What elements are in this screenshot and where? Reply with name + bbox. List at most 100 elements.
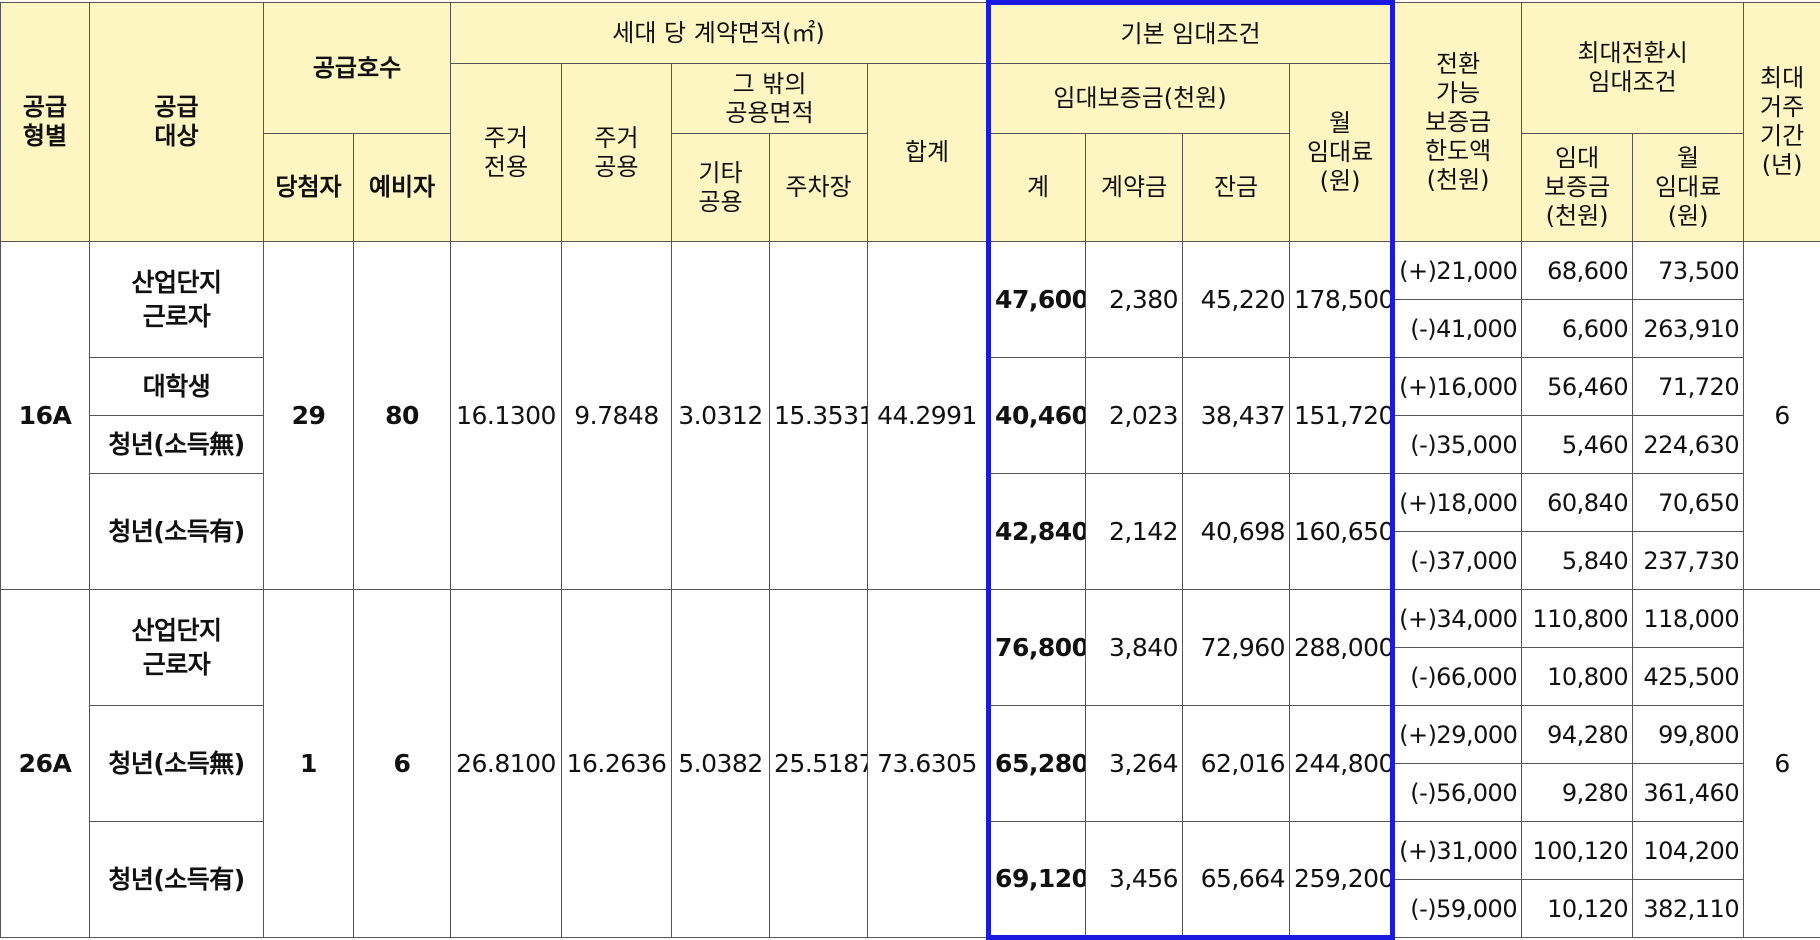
cell-max-conversion-deposit: 68,600	[1521, 241, 1634, 300]
cell-max-conversion-rent: 99,800	[1632, 705, 1745, 764]
header-max-conversion-group: 최대전환시 임대조건	[1521, 2, 1745, 134]
cell-deposit-contract: 2,142	[1085, 473, 1184, 590]
cell-reserves: 6	[352, 589, 452, 938]
cell-supply-target: 청년(소득無)	[89, 705, 264, 822]
header-other-common-group: 그 밖의 공용면적	[671, 63, 869, 134]
header-conversion-limit: 전환 가능 보증금 한도액 (천원)	[1392, 2, 1523, 242]
table-row: 청년(소득有) 69,120 3,456 65,664 259,200 (+)31,000…	[1, 821, 1820, 940]
header-area-total: 합계	[867, 63, 990, 242]
header-supply-units: 공급호수	[262, 2, 452, 134]
header-other-common: 기타 공용	[671, 133, 771, 242]
cell-conversion-limit: (-)66,000	[1392, 647, 1523, 706]
cell-deposit-total: 40,460	[986, 357, 1087, 474]
header-max-conversion-rent: 월 임대료 (원)	[1632, 133, 1745, 242]
cell-monthly-rent: 244,800	[1289, 705, 1396, 822]
cell-parking: 15.3531	[769, 241, 869, 590]
cell-max-conversion-deposit: 10,120	[1521, 879, 1634, 938]
cell-max-conversion-deposit: 9,280	[1521, 763, 1634, 822]
cell-max-conversion-rent: 382,110	[1632, 879, 1745, 938]
cell-parking: 25.5187	[769, 589, 869, 938]
cell-max-conversion-deposit: 5,840	[1521, 531, 1634, 590]
cell-monthly-rent: 178,500	[1289, 241, 1396, 358]
cell-monthly-rent: 288,000	[1289, 589, 1396, 706]
cell-monthly-rent: 160,650	[1289, 473, 1396, 590]
header-deposit-contract: 계약금	[1085, 133, 1184, 242]
cell-deposit-total: 69,120	[986, 821, 1087, 940]
cell-winners: 29	[263, 241, 354, 590]
cell-conversion-limit: (-)41,000	[1392, 299, 1523, 358]
cell-max-conversion-deposit: 60,840	[1521, 473, 1634, 532]
header-parking: 주차장	[769, 133, 869, 242]
cell-conversion-limit: (+)34,000	[1392, 589, 1523, 648]
cell-conversion-limit: (+)31,000	[1392, 821, 1523, 880]
cell-deposit-contract: 3,456	[1085, 821, 1184, 940]
cell-max-conversion-rent: 104,200	[1632, 821, 1745, 880]
cell-conversion-limit: (+)16,000	[1392, 357, 1523, 416]
cell-max-conversion-rent: 71,720	[1632, 357, 1745, 416]
cell-conversion-limit: (-)37,000	[1392, 531, 1523, 590]
cell-deposit-total: 76,800	[986, 589, 1087, 706]
cell-deposit-total: 42,840	[986, 473, 1087, 590]
table-row: (-)41,000 6,600 263,910	[1, 299, 1820, 358]
cell-reserves: 80	[352, 241, 452, 590]
cell-supply-target: 산업단지 근로자	[89, 589, 264, 706]
cell-deposit-balance: 40,698	[1182, 473, 1291, 590]
cell-supply-type: 16A	[0, 241, 90, 590]
cell-max-conversion-deposit: 5,460	[1521, 415, 1634, 474]
cell-max-conversion-deposit: 110,800	[1521, 589, 1634, 648]
cell-supply-target: 청년(소득有)	[89, 473, 264, 590]
cell-max-conversion-rent: 73,500	[1632, 241, 1745, 300]
table-row: (-)56,000 9,280 361,460	[1, 763, 1820, 822]
header-residential-common: 주거 공용	[561, 63, 673, 242]
cell-deposit-balance: 65,664	[1182, 821, 1291, 940]
cell-supply-target: 청년(소득無)	[89, 415, 264, 474]
cell-conversion-limit: (-)35,000	[1392, 415, 1523, 474]
cell-supply-type: 26A	[0, 589, 90, 938]
cell-max-conversion-rent: 118,000	[1632, 589, 1745, 648]
cell-max-conversion-rent: 224,630	[1632, 415, 1745, 474]
cell-max-conversion-deposit: 100,120	[1521, 821, 1634, 880]
table-row: 청년(소득有) 42,840 2,142 40,698 160,650 (+)18,000…	[1, 473, 1820, 590]
cell-conversion-limit: (-)59,000	[1392, 879, 1523, 938]
header-reserves: 예비자	[352, 133, 452, 242]
header-deposit-balance: 잔금	[1182, 133, 1291, 242]
cell-deposit-contract: 3,264	[1085, 705, 1184, 822]
table-row: (-)59,000 10,120 382,110	[1, 879, 1820, 938]
cell-other-common: 5.0382	[671, 589, 771, 938]
header-area-group: 세대 당 계약면적(㎡)	[450, 2, 990, 64]
cell-area-total: 73.6305	[867, 589, 990, 938]
header-supply-target: 공급 대상	[89, 2, 264, 242]
header-residential-private: 주거 전용	[450, 63, 563, 242]
cell-supply-target: 대학생	[89, 357, 264, 416]
cell-area-total: 44.2991	[867, 241, 990, 590]
cell-deposit-balance: 72,960	[1182, 589, 1291, 706]
cell-deposit-balance: 45,220	[1182, 241, 1291, 358]
cell-deposit-total: 65,280	[986, 705, 1087, 822]
cell-supply-target: 청년(소득有)	[89, 821, 264, 938]
table-row: 26A 산업단지 근로자 1 6 26.8100 16.2636 5.0382 25.5187 7…	[0, 589, 1820, 938]
table-row: 청년(소득無) (-)35,000 5,460 224,630	[1, 415, 1820, 474]
cell-winners: 1	[263, 589, 354, 938]
table-row: 16A 산업단지 근로자 29 80 16.1300 9.7848 3.0312 15.3531…	[0, 241, 1820, 590]
header-max-period: 최대 거주 기간 (년)	[1743, 2, 1820, 242]
header-max-conversion-deposit: 임대 보증금 (천원)	[1521, 133, 1634, 242]
cell-residential-private: 16.1300	[450, 241, 563, 590]
cell-residential-private: 26.8100	[450, 589, 563, 938]
header-deposit-total: 계	[986, 133, 1087, 242]
cell-max-conversion-deposit: 56,460	[1521, 357, 1634, 416]
cell-conversion-limit: (+)29,000	[1392, 705, 1523, 764]
cell-conversion-limit: (-)56,000	[1392, 763, 1523, 822]
cell-residential-common: 9.7848	[561, 241, 673, 590]
cell-max-conversion-deposit: 10,800	[1521, 647, 1634, 706]
cell-max-conversion-rent: 425,500	[1632, 647, 1745, 706]
cell-max-conversion-rent: 263,910	[1632, 299, 1745, 358]
table-row: (-)66,000 10,800 425,500	[1, 647, 1820, 706]
cell-max-conversion-deposit: 6,600	[1521, 299, 1634, 358]
header-monthly-rent: 월 임대료 (원)	[1289, 63, 1396, 242]
header-deposit-group: 임대보증금(천원)	[986, 63, 1291, 134]
cell-monthly-rent: 259,200	[1289, 821, 1396, 940]
cell-residential-common: 16.2636	[561, 589, 673, 938]
cell-max-conversion-rent: 361,460	[1632, 763, 1745, 822]
cell-deposit-contract: 3,840	[1085, 589, 1184, 706]
